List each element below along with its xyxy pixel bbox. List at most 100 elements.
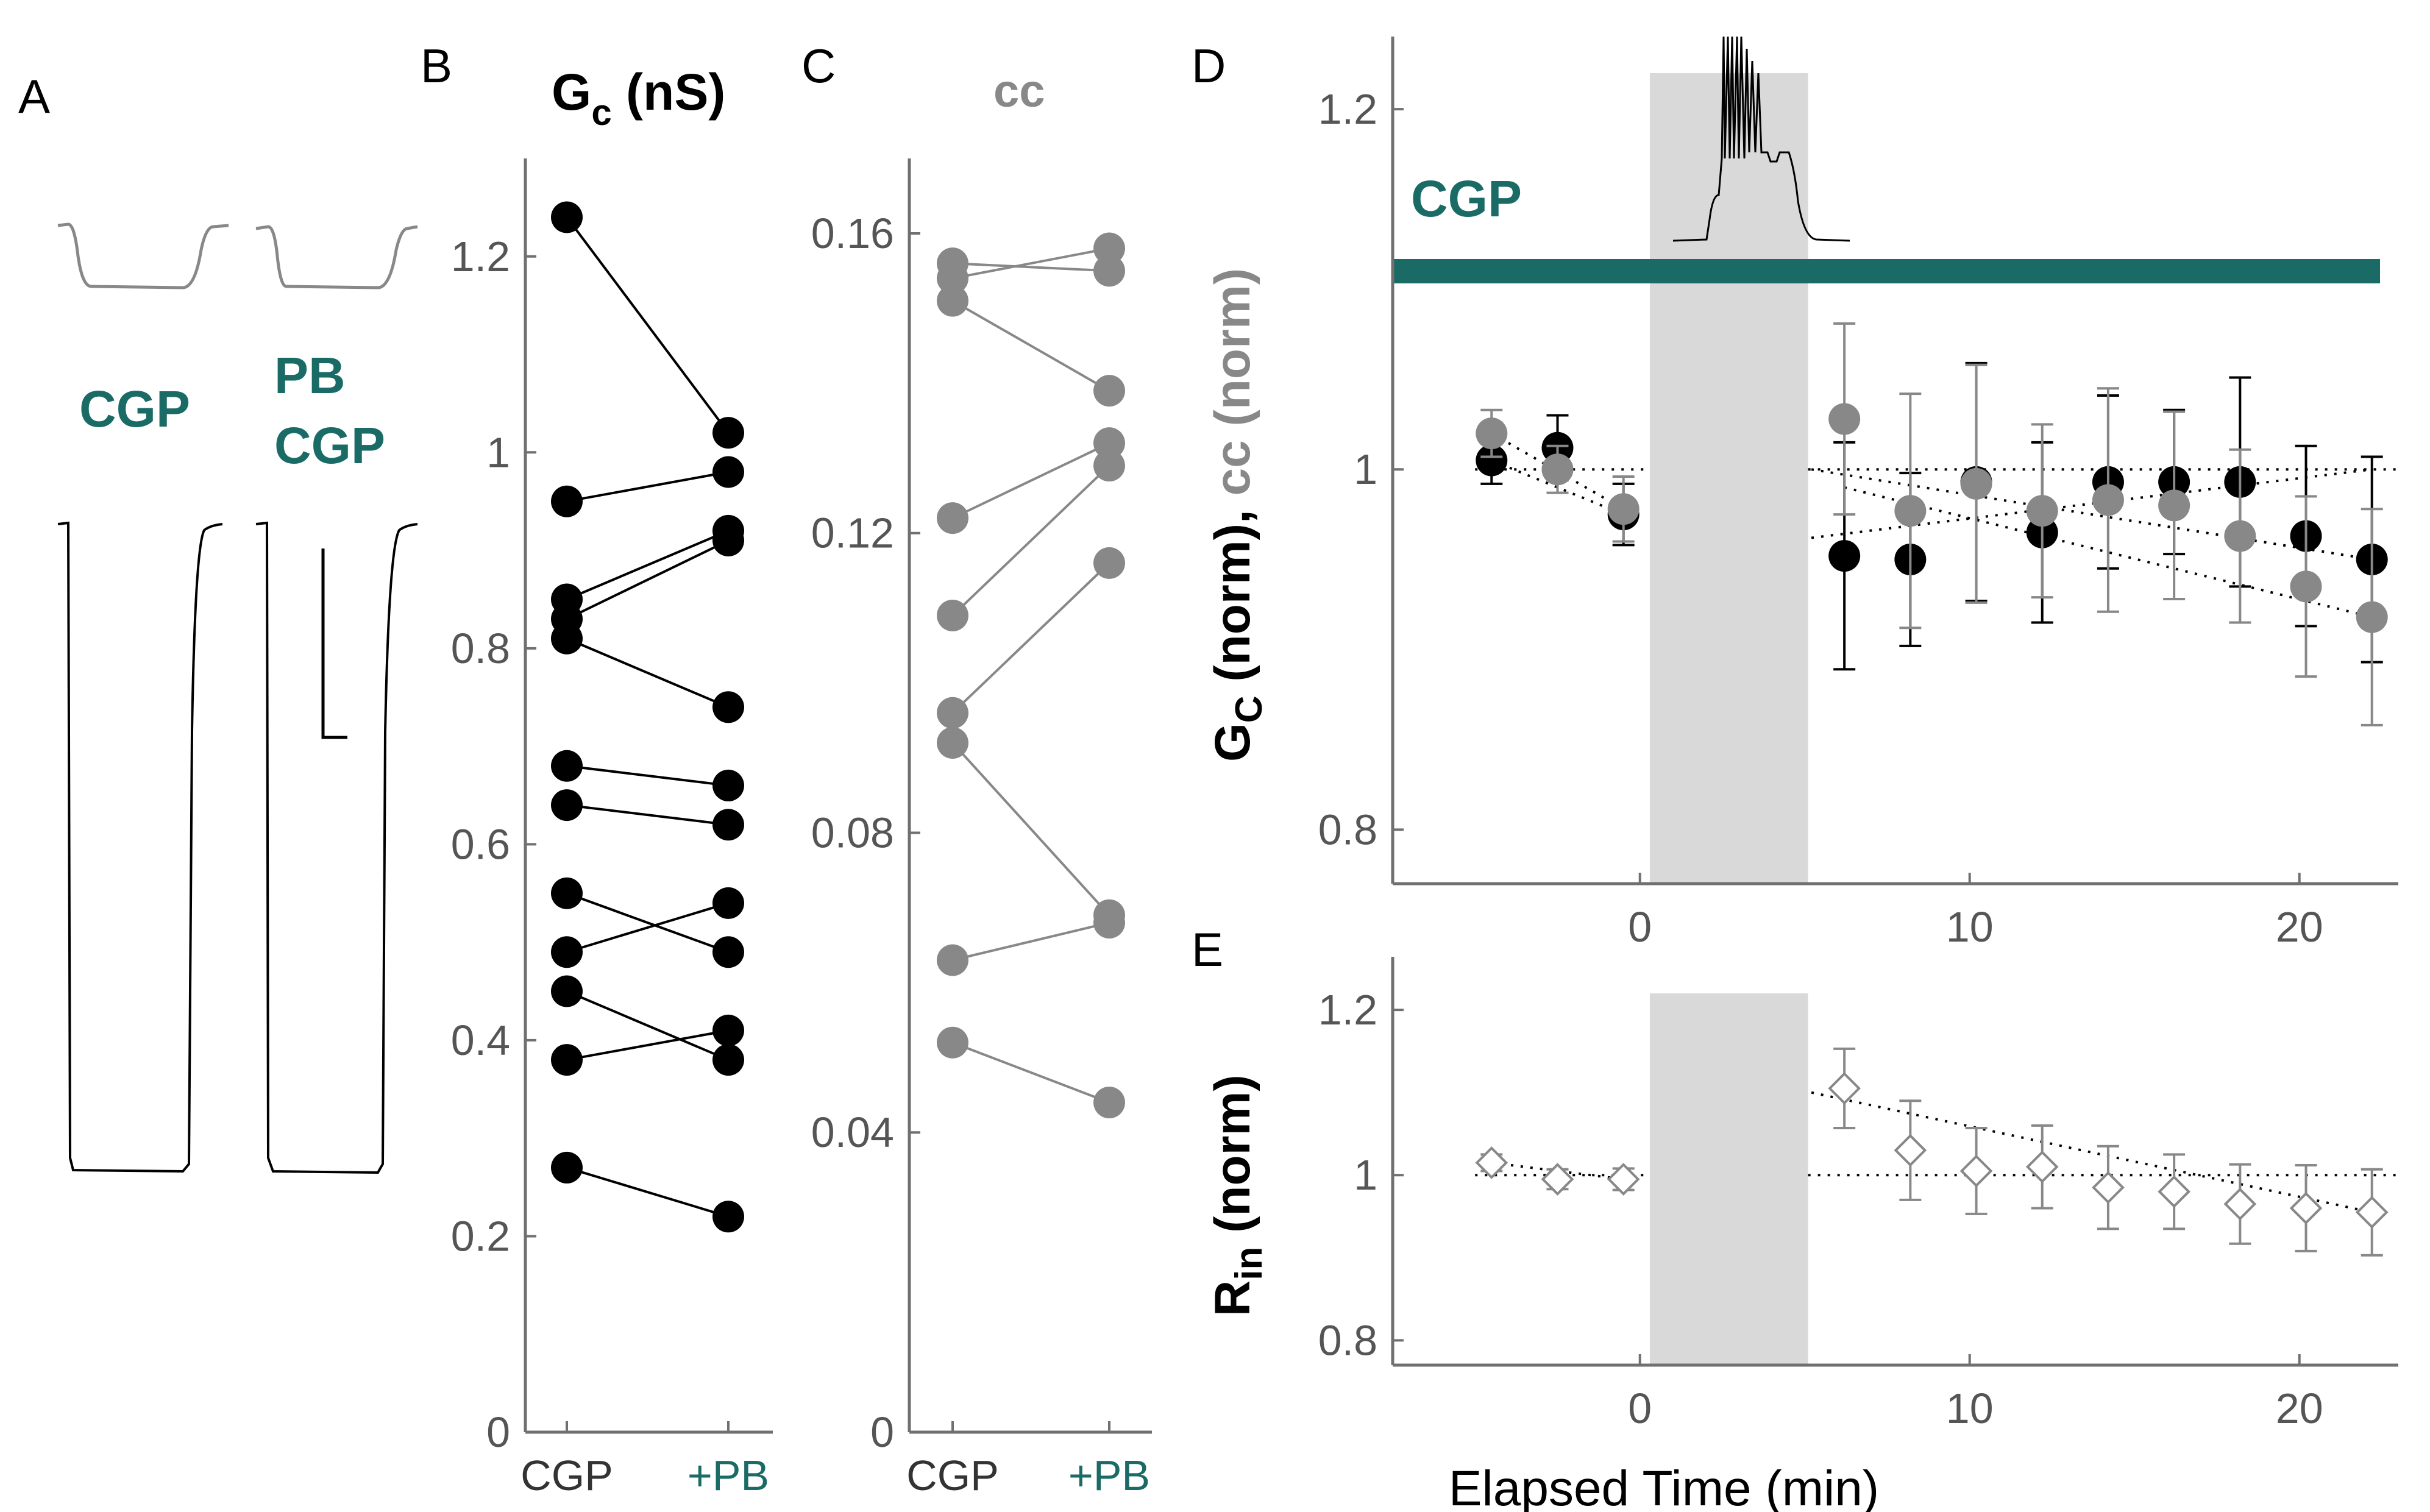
panel-label-e: E [1192,923,1223,976]
data-point [551,936,583,968]
pair-line [566,530,729,601]
data-point [1093,232,1125,264]
trace-pbcgp-top [255,225,418,289]
data-point [712,691,744,723]
data-point [712,1201,744,1233]
pair-line [952,442,1110,519]
panel-b-axes: 0 0.2 0.4 0.6 0.8 1 1.2 CGP +PB [451,158,773,1499]
data-point [551,789,583,822]
pair-line [566,470,729,503]
data-point [1607,1163,1640,1196]
panel-c-axes: 0 0.04 0.08 0.12 0.16 CGP +PB [811,158,1152,1499]
pair-line [952,262,1110,272]
data-point [1093,427,1125,460]
x-tick-label: 0 [1628,903,1652,951]
data-point [2092,1171,2125,1204]
data-point [1475,1146,1508,1179]
data-point [2158,489,2190,522]
panel-b-pairs [551,201,744,1233]
x-tick-label: 10 [1946,903,1994,951]
data-point [2290,570,2322,603]
x-tick-label: 20 [2276,903,2323,951]
data-point [551,1044,583,1076]
data-point [712,1014,744,1046]
panel-label-a: A [18,69,50,123]
data-point [2355,1196,2389,1229]
data-point [712,456,744,488]
data-point [551,750,583,782]
trend-line [1811,468,2372,539]
label-pb-cgp: CGP [274,417,385,474]
panel-c-pairs [937,232,1125,1119]
panel-c-title: cc [993,65,1045,117]
panel-d-axes: 0.8 1 1.2 0 10 20 [1318,37,2398,951]
data-point [1476,444,1508,477]
panel-e-data [1475,1047,2398,1257]
panel-label-b: B [421,39,452,93]
y-tick-label: 0 [486,1408,510,1456]
data-point [1960,467,1992,500]
y-tick-label: 1 [1354,445,1377,493]
panel-label-c: C [801,39,836,93]
pair-line [566,804,729,826]
pair-line [566,1166,729,1218]
data-point [712,769,744,801]
trend-line [1811,468,2373,561]
y-tick-label: 1.2 [451,233,510,280]
data-point [1093,375,1125,407]
data-point [1093,547,1125,579]
data-point [1828,403,1861,435]
panel-d: CGP 0.8 1 1.2 0 10 20 GC (norm), cc (norm) [1205,36,2398,951]
data-point [712,887,744,919]
pair-line [952,299,1110,392]
trace-cgp-top [57,222,229,289]
data-point [712,525,744,556]
data-point [2224,520,2256,552]
trend-line [1811,1091,2373,1214]
pair-line [566,990,729,1061]
pair-line [952,921,1110,962]
x-tick-label: 0 [1628,1385,1652,1432]
y-tick-label: 0.8 [451,625,510,672]
data-point [1607,493,1640,525]
data-point [937,262,968,294]
data-point [937,726,968,759]
data-point [937,502,968,534]
data-point [1894,495,1927,527]
pair-line [566,1029,729,1062]
panel-d-data [1475,322,2398,726]
data-point [1093,1087,1125,1119]
x-tick-label: +PB [1068,1452,1150,1499]
data-point [1093,255,1125,287]
label-pb: PB [274,347,346,404]
data-point [2289,1191,2323,1225]
pair-line [952,247,1110,280]
data-point [2223,1187,2257,1221]
trace-pbcgp-bottom [255,521,418,1174]
data-point [551,877,583,909]
trace-cgp-bottom [57,521,223,1173]
y-tick-label: 1.2 [1318,85,1377,133]
data-point [937,1026,968,1059]
y-tick-label: 1 [486,428,510,476]
data-point [551,485,583,517]
data-point [551,1151,583,1184]
data-point [2025,1150,2059,1184]
data-point [2158,1175,2190,1209]
data-point [937,599,968,631]
pair-line [952,1041,1110,1104]
data-point [1093,907,1125,939]
scale-bar [321,548,347,739]
panel-d-drug-bar [1393,259,2380,283]
panel-e-axes: 0.8 1 1.2 0 10 20 [1318,957,2398,1432]
panel-e-ylabel: Rin (norm) [1205,1074,1270,1316]
pair-line [951,464,1110,617]
panel-e: 0.8 1 1.2 0 10 20 Rin (norm) Elapsed Time (mi… [1205,957,2398,1512]
x-tick-label: 20 [2276,1385,2323,1432]
panel-label-d: D [1192,39,1226,93]
data-point [2026,495,2058,527]
y-tick-label: 0.6 [451,820,510,868]
data-point [937,697,968,729]
y-tick-label: 1 [1354,1151,1377,1199]
x-tick-label: CGP [520,1452,613,1499]
